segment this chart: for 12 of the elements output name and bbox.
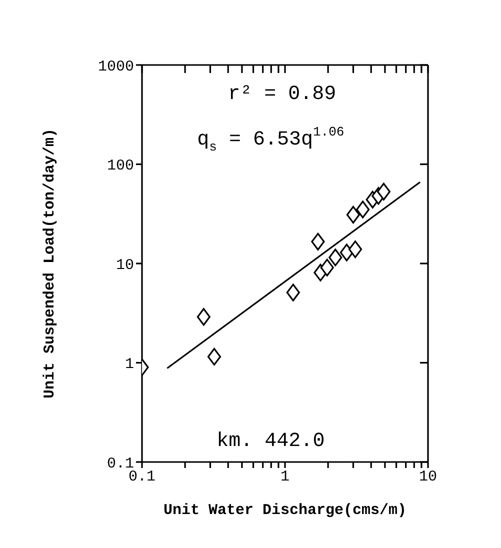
y-tick-label: 10	[116, 256, 134, 274]
annotation: km. 442.0	[216, 430, 325, 454]
y-axis-title: Unit Suspended Load(ton/day/m)	[41, 128, 58, 399]
y-tick-label: 1000	[98, 58, 134, 76]
y-tick-label: 100	[106, 158, 134, 175]
x-axis-title: Unit Water Discharge(cms/m)	[163, 502, 407, 519]
x-tick-label: 10	[418, 468, 438, 486]
annotation: r² = 0.89	[228, 83, 336, 106]
annotation: q$_{s}$ = 6.53q$^{1.06}$	[197, 124, 344, 154]
x-tick-label: 1	[280, 468, 290, 486]
y-tick-label: 1	[124, 356, 134, 374]
x-tick-label: 0.1	[128, 468, 156, 486]
